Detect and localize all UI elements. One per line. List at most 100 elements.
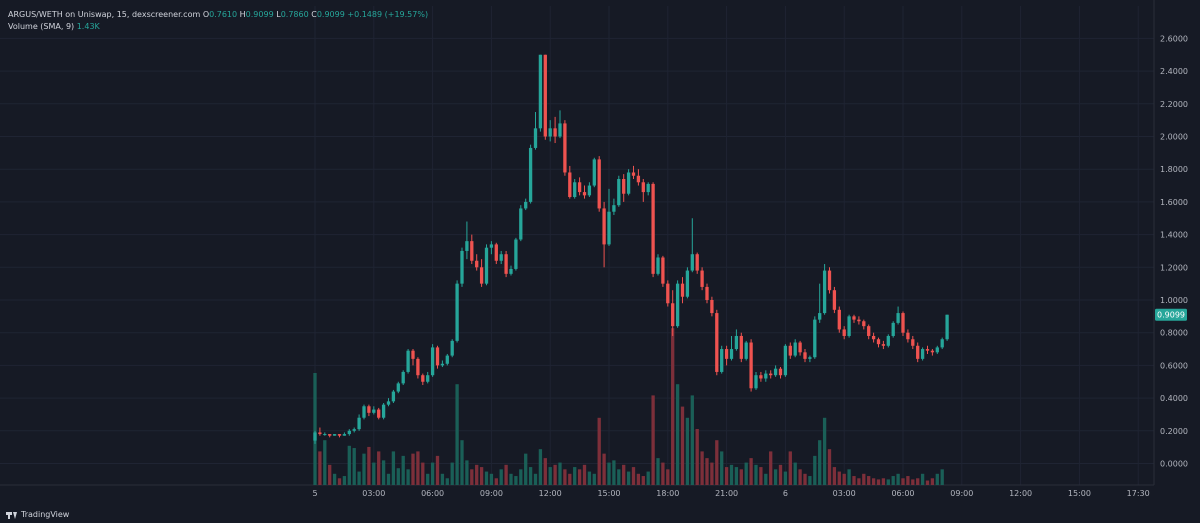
candle-body <box>528 147 533 202</box>
volume-bar <box>573 467 577 485</box>
volume-bar <box>592 473 596 485</box>
volume-bar <box>455 384 459 485</box>
close-label: C <box>311 10 317 19</box>
x-tick-label: 03:00 <box>833 489 856 498</box>
volume-bar <box>759 467 763 485</box>
volume-bar <box>920 473 925 485</box>
candle-body <box>788 345 792 356</box>
candle-body <box>886 335 890 346</box>
volume-bar <box>602 453 606 485</box>
candle-body <box>533 128 538 148</box>
candle-body <box>705 286 709 300</box>
candle-body <box>318 432 322 435</box>
high-value: 0.9099 <box>245 10 274 19</box>
candle-body <box>622 179 626 194</box>
candle-body <box>337 434 342 436</box>
candle-body <box>754 375 758 389</box>
y-tick-label: 2.0000 <box>1160 133 1188 142</box>
volume-bar <box>749 458 753 485</box>
change-value: +0.1489 (+19.57%) <box>347 10 429 19</box>
volume-bar <box>906 476 910 485</box>
volume-bar <box>430 462 435 485</box>
symbol-label: ARGUS/WETH on Uniswap, 15, dexscreener.c… <box>8 10 201 19</box>
volume-bar <box>729 464 734 485</box>
volume-bar <box>528 467 533 485</box>
x-tick-label: 12:00 <box>1009 489 1032 498</box>
tradingview-logo-icon <box>6 511 18 519</box>
candle-body <box>479 267 484 284</box>
candle-body <box>803 352 807 359</box>
volume-bar <box>783 471 788 485</box>
volume-bar <box>837 471 841 485</box>
volume-bar <box>391 451 396 485</box>
candle-body <box>798 342 802 353</box>
tradingview-brand[interactable]: TradingView <box>6 510 69 519</box>
candle-body <box>783 345 788 376</box>
candle-body <box>744 342 748 359</box>
y-tick-label: 2.4000 <box>1160 67 1188 76</box>
candle-body <box>406 350 410 372</box>
candle-body <box>641 182 645 193</box>
chart-legend: ARGUS/WETH on Uniswap, 15, dexscreener.c… <box>8 9 428 33</box>
volume-bar <box>862 473 866 485</box>
volume-bar <box>832 467 837 485</box>
volume-bar <box>852 476 856 485</box>
volume-bar <box>671 328 675 485</box>
close-value: 0.9099 <box>316 10 345 19</box>
volume-bar <box>367 446 371 485</box>
volume-bar <box>597 417 601 485</box>
candle-body <box>916 345 920 359</box>
volume-bar <box>847 469 851 485</box>
volume-bar <box>622 464 626 485</box>
candle-body <box>602 208 606 245</box>
candle-body <box>347 430 351 435</box>
x-tick-label: 6 <box>783 489 788 498</box>
candle-body <box>940 339 944 348</box>
candle-body <box>386 401 391 405</box>
volume-label: Volume (SMA, 9) <box>8 22 75 31</box>
volume-bar <box>313 373 317 485</box>
volume-bar <box>524 453 528 485</box>
candle-body <box>793 342 797 356</box>
volume-bar <box>724 467 729 485</box>
candle-body <box>847 316 851 336</box>
candle-body <box>636 175 641 183</box>
volume-bar <box>352 448 356 485</box>
candle-body <box>626 172 631 194</box>
volume-bar <box>857 478 861 485</box>
volume-bar <box>675 384 680 485</box>
candle-body <box>749 342 753 389</box>
candle-body <box>377 409 381 418</box>
volume-bar <box>470 469 474 485</box>
volume-bar <box>612 460 616 485</box>
candle-body <box>421 375 425 382</box>
candle-body <box>612 205 616 212</box>
volume-bar <box>661 462 665 485</box>
x-tick-label: 18:00 <box>656 489 679 498</box>
candle-body <box>818 313 822 320</box>
volume-bar <box>798 469 802 485</box>
volume-bar <box>543 458 547 485</box>
candle-body <box>396 383 400 392</box>
candle-body <box>548 128 552 137</box>
candle-body <box>617 179 621 206</box>
candle-body <box>460 250 464 284</box>
volume-bar <box>710 462 714 485</box>
y-tick-label: 1.8000 <box>1160 165 1188 174</box>
volume-bar <box>754 464 758 485</box>
x-tick-label: 15:00 <box>1068 489 1091 498</box>
volume-row: Volume (SMA, 9) 1.43K <box>8 21 428 33</box>
candle-body <box>661 257 665 284</box>
volume-bar <box>519 469 523 485</box>
x-tick-label: 21:00 <box>715 489 738 498</box>
candle-body <box>690 254 694 271</box>
candle-body <box>935 347 939 353</box>
volume-bar <box>705 458 709 485</box>
volume-bar <box>342 476 347 485</box>
candle-body <box>328 434 332 436</box>
last-price-label: 0.9099 <box>1157 311 1185 320</box>
volume-bar <box>720 451 724 485</box>
candle-body <box>568 172 572 197</box>
candle-body <box>759 375 763 379</box>
